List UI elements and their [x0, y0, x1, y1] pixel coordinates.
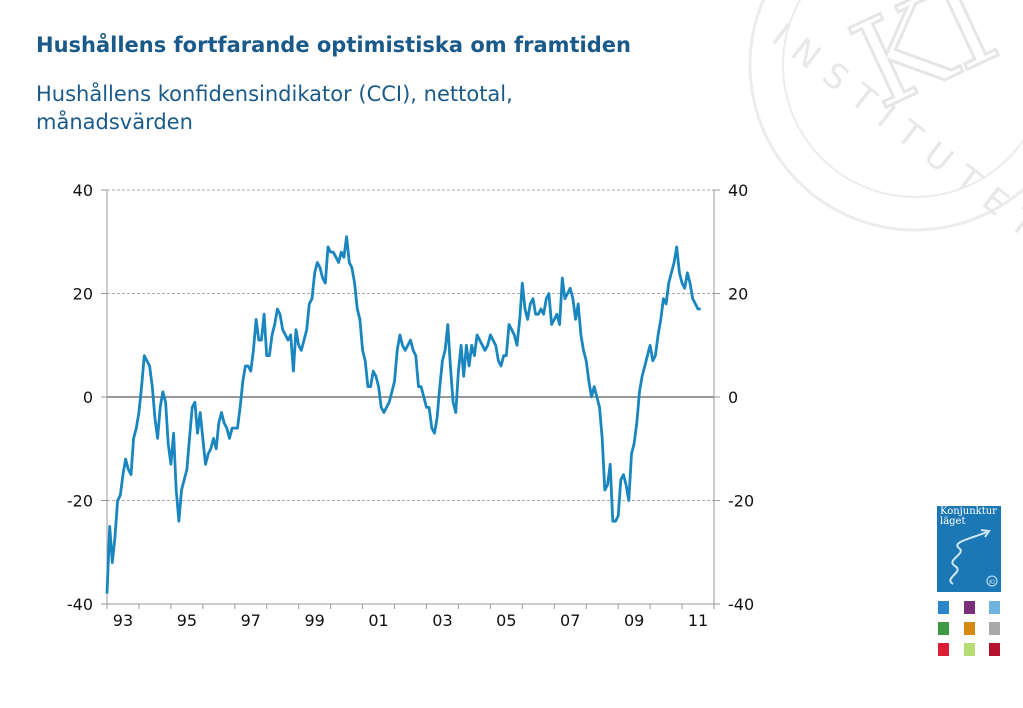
x-tick-label: 11 [688, 611, 708, 630]
mini-report-icon [989, 622, 1000, 635]
y-tick-label-left: 20 [73, 285, 93, 304]
logo-text-line1: Konjunktur [940, 506, 997, 517]
page-title: Hushållens fortfarande optimistiska om f… [36, 33, 631, 57]
x-tick-label: 03 [432, 611, 452, 630]
x-axis-labels: 93 95 97 99 01 03 05 07 09 11 [113, 611, 708, 630]
mini-report-icon [964, 601, 975, 614]
mini-report-icon [964, 622, 975, 635]
y-tick-label-right: 20 [728, 285, 748, 304]
y-tick-label-left: -40 [67, 595, 93, 614]
x-tick-label: 05 [496, 611, 516, 630]
x-tick-label: 95 [177, 611, 197, 630]
x-tick-label: 99 [304, 611, 324, 630]
x-tick-label: 93 [113, 611, 133, 630]
mini-report-icon [989, 601, 1000, 614]
x-tick-label: 97 [241, 611, 261, 630]
y-axis-left-labels: 40 20 0 -20 -40 [67, 181, 93, 614]
y-tick-label-right: 0 [728, 388, 738, 407]
series-line-cci [105, 235, 701, 594]
konjunkturlaget-logo: Konjunktur läget KI [937, 506, 1001, 592]
x-tick-label: 07 [560, 611, 580, 630]
y-tick-label-right: -20 [728, 492, 754, 511]
mini-report-icon [938, 622, 949, 635]
y-tick-label-left: 40 [73, 181, 93, 200]
chart-subtitle: Hushållens konfidensindikator (CCI), net… [36, 82, 513, 134]
mini-report-icon [989, 643, 1000, 656]
y-tick-label-left: 0 [83, 388, 93, 407]
x-tick-label: 09 [624, 611, 644, 630]
logo-spiral-icon: KI [949, 529, 998, 587]
logo-badge: KI [989, 579, 995, 586]
logo-text-line2: läget [940, 516, 966, 527]
y-tick-label-right: -40 [728, 595, 754, 614]
chart-series [105, 235, 701, 594]
mini-report-icon [938, 643, 949, 656]
y-axis-right-labels: 40 20 0 -20 -40 [728, 181, 754, 614]
chart-axes [101, 189, 720, 609]
y-tick-label-right: 40 [728, 181, 748, 200]
y-tick-label-left: -20 [67, 492, 93, 511]
mini-report-icon [938, 601, 949, 614]
x-tick-label: 01 [368, 611, 388, 630]
mini-report-icon [964, 643, 975, 656]
